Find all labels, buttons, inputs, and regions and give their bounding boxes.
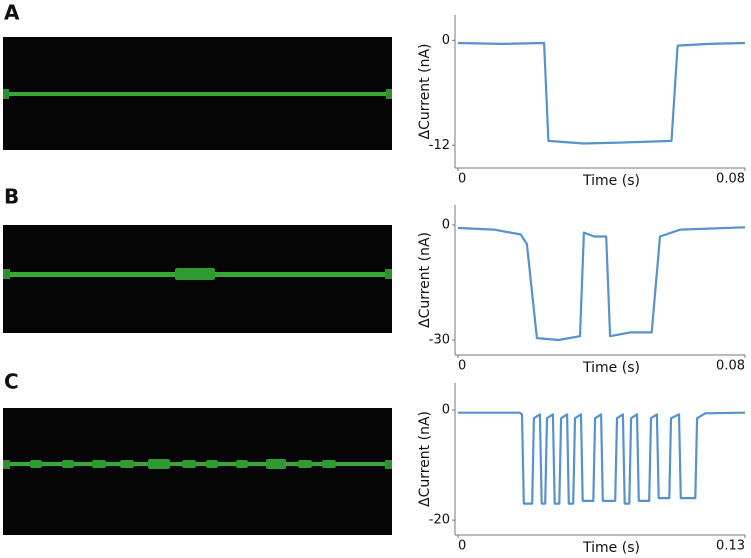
y-tick-label: 0 <box>442 217 450 232</box>
x-tick-label: 0.08 <box>716 172 745 187</box>
panel-label: C <box>4 370 19 394</box>
x-tick-label: 0.08 <box>716 359 745 374</box>
trace <box>458 411 746 505</box>
y-axis-label: ΔCurrent (nA) <box>417 44 433 140</box>
panel-label: A <box>4 1 20 25</box>
x-tick-label: 0.13 <box>716 539 745 554</box>
trace <box>457 41 746 145</box>
trace <box>457 226 746 342</box>
x-tick-label: 0 <box>458 172 466 187</box>
x-tick-label: 0 <box>458 359 466 374</box>
y-tick-label: 0 <box>442 402 450 417</box>
panel-label: B <box>4 185 19 209</box>
x-axis-label: Time (s) <box>582 540 640 556</box>
y-tick-label: -30 <box>429 333 450 348</box>
y-tick-label: 0 <box>442 33 450 48</box>
x-tick-label: 0 <box>458 539 466 554</box>
x-axis-label: Time (s) <box>582 360 640 376</box>
x-axis-label: Time (s) <box>582 173 640 189</box>
y-axis-label: ΔCurrent (nA) <box>417 411 433 507</box>
y-tick-label: -12 <box>429 138 450 153</box>
y-axis-label: ΔCurrent (nA) <box>417 232 433 328</box>
image-b <box>3 225 392 333</box>
y-tick-label: -20 <box>429 513 450 528</box>
image-a <box>3 37 392 150</box>
image-c <box>3 408 392 535</box>
